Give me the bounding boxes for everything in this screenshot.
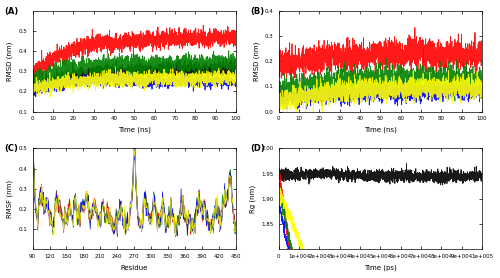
Y-axis label: Rg (nm): Rg (nm) [250,185,256,213]
X-axis label: Time (ns): Time (ns) [364,127,397,133]
Text: (D): (D) [250,144,265,153]
Text: (C): (C) [4,144,18,153]
Y-axis label: RMSD (nm): RMSD (nm) [7,41,14,81]
X-axis label: Residue: Residue [120,265,148,270]
X-axis label: Time (ns): Time (ns) [118,127,150,133]
Y-axis label: RMSD (nm): RMSD (nm) [253,41,260,81]
X-axis label: Time (ps): Time (ps) [364,265,396,271]
Text: (A): (A) [4,7,18,16]
Y-axis label: RMSF (nm): RMSF (nm) [7,180,14,218]
Text: (B): (B) [250,7,264,16]
